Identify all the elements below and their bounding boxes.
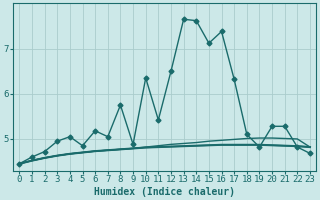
- X-axis label: Humidex (Indice chaleur): Humidex (Indice chaleur): [94, 186, 235, 197]
